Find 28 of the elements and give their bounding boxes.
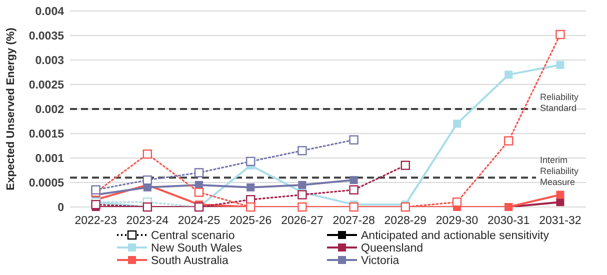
legend-label: Central scenario xyxy=(151,230,235,242)
x-tick-label: 2028-29 xyxy=(384,215,427,227)
x-tick-label: 2031-32 xyxy=(539,215,582,227)
y-tick-label: 0 xyxy=(58,202,64,214)
y-tick-label: 0.0035 xyxy=(28,30,65,43)
legend-label: South Australia xyxy=(151,255,229,268)
y-tick-label: 0.001 xyxy=(35,153,65,166)
y-tick-label: 0.003 xyxy=(35,55,64,68)
x-tick-label: 2025-26 xyxy=(229,215,272,227)
ref-line-label: Reliability Standard xyxy=(540,92,580,114)
legend-label: Anticipated and actionable sensitivity xyxy=(361,230,550,242)
x-tick-label: 2024-25 xyxy=(178,215,220,227)
legend-label: Queensland xyxy=(361,242,424,255)
x-tick-label: 2027-28 xyxy=(332,215,375,227)
y-axis-title: Expected Unserved Energy (%) xyxy=(5,27,17,190)
legend-label: Victoria xyxy=(361,255,400,268)
x-tick-label: 2022-23 xyxy=(74,215,117,227)
y-tick-label: 0.0015 xyxy=(28,128,65,141)
x-tick-label: 2023-24 xyxy=(126,215,170,227)
legend-label: New South Wales xyxy=(151,242,242,255)
ref-line-label: Interim Reliability Measure xyxy=(540,154,580,187)
y-tick-label: 0.0025 xyxy=(28,80,65,92)
y-tick-label: 0.0005 xyxy=(28,178,65,190)
x-tick-label: 2026-27 xyxy=(281,215,324,227)
x-tick-label: 2030-31 xyxy=(487,215,530,227)
y-tick-label: 0.004 xyxy=(35,6,65,18)
y-tick-label: 0.002 xyxy=(35,104,64,116)
x-tick-label: 2029-30 xyxy=(436,215,478,227)
